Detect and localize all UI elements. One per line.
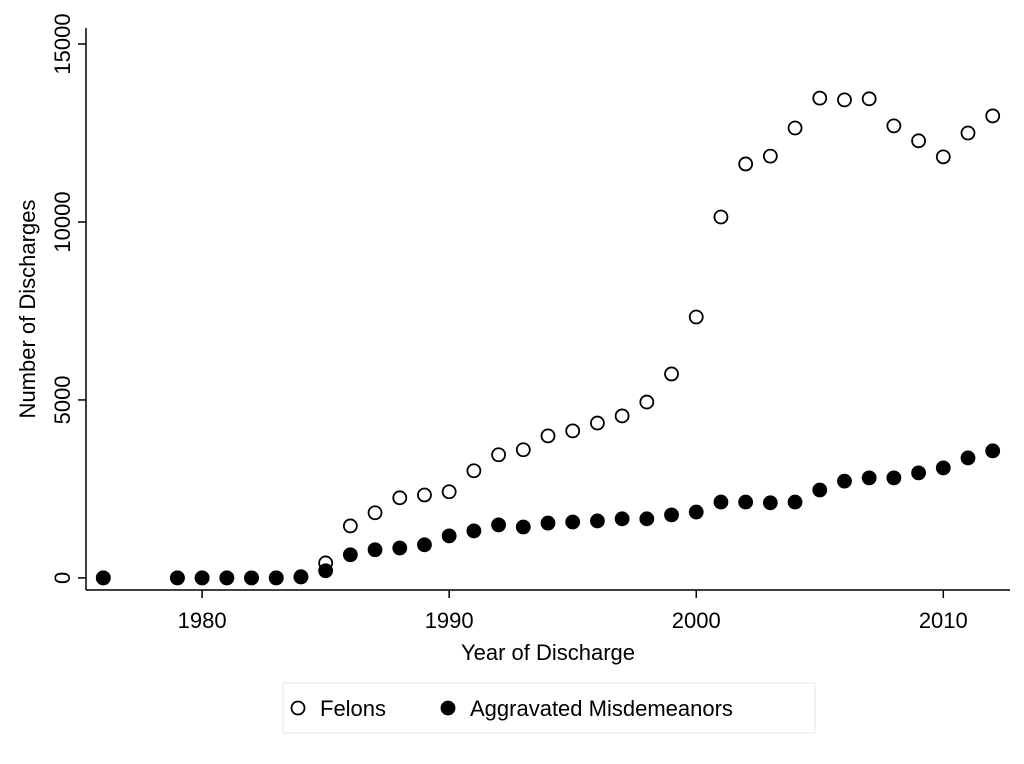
point <box>367 542 383 558</box>
point <box>318 563 334 579</box>
point <box>935 460 951 476</box>
point <box>614 408 630 424</box>
point <box>540 515 556 531</box>
point <box>293 569 309 585</box>
point <box>812 482 828 498</box>
y-axis-label: Number of Discharges <box>15 200 40 419</box>
point <box>491 447 506 463</box>
point <box>911 465 926 481</box>
point <box>639 394 655 410</box>
point <box>417 537 432 553</box>
point <box>935 149 951 165</box>
point <box>762 495 778 511</box>
point <box>614 511 630 527</box>
legend-label: Aggravated Misdemeanors <box>470 696 733 721</box>
y-tick-label: 5000 <box>50 375 75 424</box>
point <box>886 118 902 134</box>
legend-marker <box>440 700 456 716</box>
point <box>861 91 877 107</box>
point <box>441 528 457 544</box>
point <box>194 570 210 586</box>
point <box>985 108 1001 124</box>
point <box>837 92 852 108</box>
y-tick-label: 15000 <box>50 13 75 74</box>
point <box>664 366 679 382</box>
legend-box <box>282 682 816 734</box>
point <box>367 505 383 521</box>
point <box>688 504 704 520</box>
point <box>466 463 482 479</box>
point <box>985 443 1001 459</box>
legend-marker <box>290 700 306 716</box>
point <box>565 514 581 530</box>
x-tick-label: 2000 <box>672 608 721 633</box>
point <box>590 513 605 529</box>
point <box>441 484 457 500</box>
point <box>738 156 754 172</box>
point <box>639 511 655 527</box>
point <box>738 494 754 510</box>
point <box>886 470 902 486</box>
point <box>219 570 235 586</box>
point <box>688 309 704 325</box>
point <box>664 507 679 523</box>
point <box>170 570 185 586</box>
point <box>713 209 729 225</box>
point <box>268 570 284 586</box>
point <box>515 442 531 458</box>
point <box>342 518 358 534</box>
point <box>466 523 482 539</box>
point <box>417 487 432 503</box>
point <box>837 473 852 489</box>
point <box>787 120 803 136</box>
y-tick-label: 10000 <box>50 191 75 252</box>
point <box>861 470 877 486</box>
point <box>392 540 408 556</box>
point <box>342 547 358 563</box>
point <box>960 450 976 466</box>
point <box>713 494 729 510</box>
point <box>515 519 531 535</box>
x-tick-label: 1980 <box>178 608 227 633</box>
point <box>762 148 778 164</box>
point <box>491 517 506 533</box>
point <box>540 428 556 444</box>
point <box>590 415 605 431</box>
point <box>787 494 803 510</box>
legend-label: Felons <box>320 696 386 721</box>
x-tick-label: 1990 <box>425 608 474 633</box>
point <box>95 570 111 586</box>
point <box>911 133 926 149</box>
point <box>244 570 259 586</box>
point <box>960 125 976 141</box>
x-axis-label: Year of Discharge <box>461 640 635 665</box>
y-tick-label: 0 <box>50 572 75 584</box>
point <box>392 490 408 506</box>
x-tick-label: 2010 <box>919 608 968 633</box>
point <box>812 90 828 106</box>
point <box>565 423 581 439</box>
